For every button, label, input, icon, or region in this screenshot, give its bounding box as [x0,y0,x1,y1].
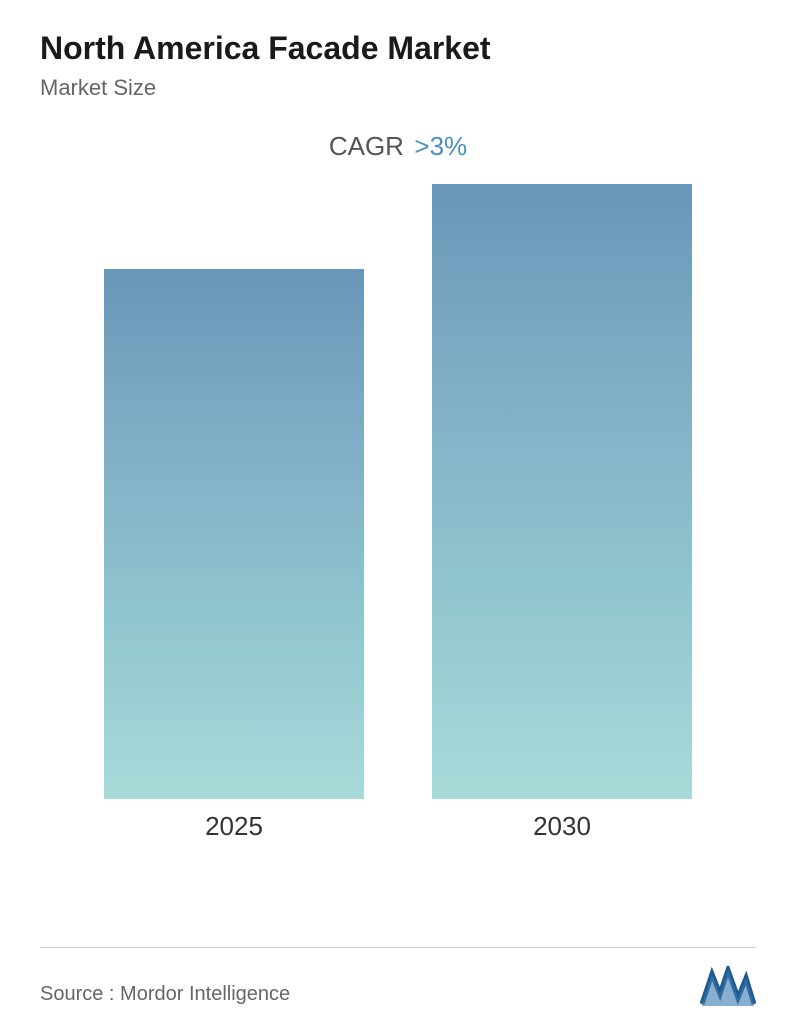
source-name: Mordor Intelligence [120,983,290,1005]
source-label: Source : [40,983,114,1005]
cagr-label: CAGR [329,131,404,161]
chart-subtitle: Market Size [40,75,756,101]
bar-chart: 2025 2030 [40,222,756,842]
bar-container-2025: 2025 [70,269,398,842]
bar-2025 [104,269,364,799]
mordor-logo-icon [700,966,756,1006]
cagr-container: CAGR >3% [40,131,756,162]
source-text: Source : Mordor Intelligence [40,983,290,1006]
bar-container-2030: 2030 [398,184,726,842]
bar-label-2025: 2025 [205,811,263,842]
bar-label-2030: 2030 [533,811,591,842]
bar-2030 [432,184,692,799]
cagr-value: >3% [414,131,467,161]
chart-title: North America Facade Market [40,30,756,67]
footer: Source : Mordor Intelligence [40,947,756,1006]
